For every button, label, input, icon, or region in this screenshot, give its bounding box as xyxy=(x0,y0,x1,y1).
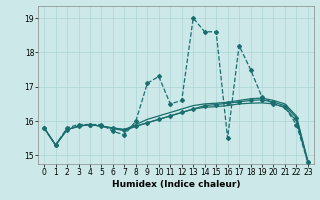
X-axis label: Humidex (Indice chaleur): Humidex (Indice chaleur) xyxy=(112,180,240,189)
